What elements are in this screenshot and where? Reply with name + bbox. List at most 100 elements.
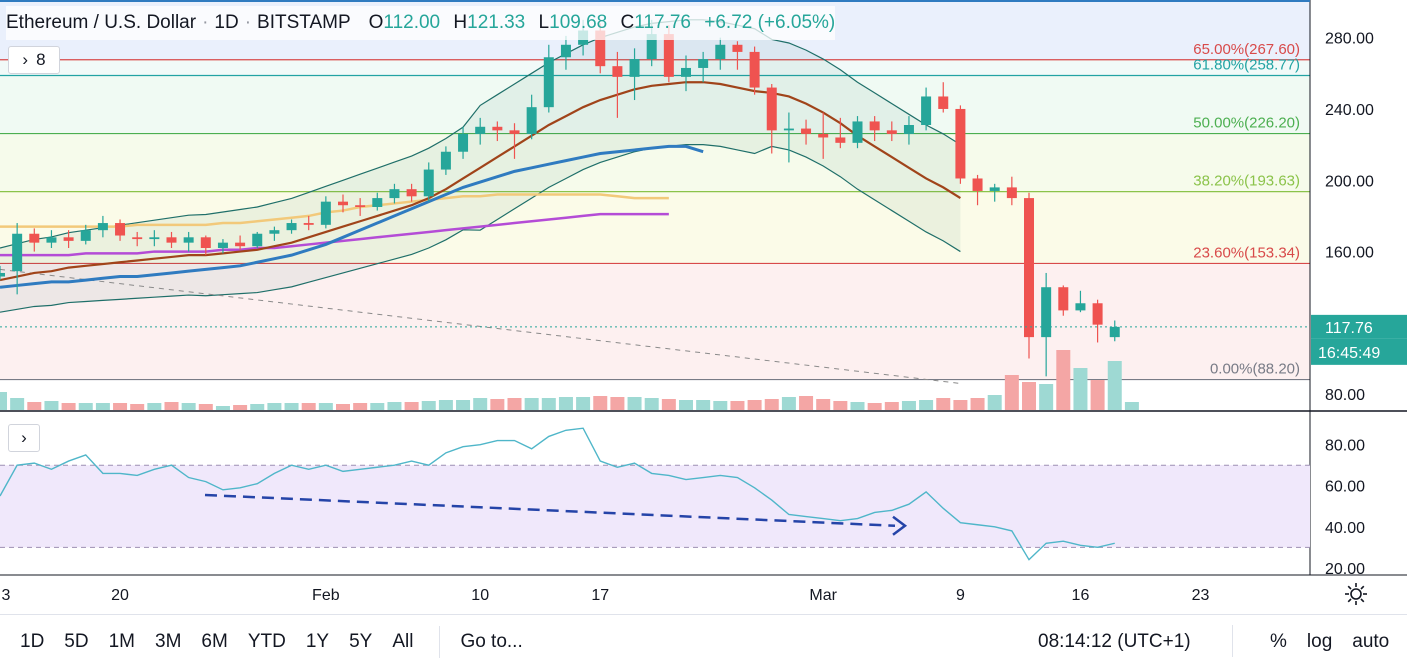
fib-level-label: 65.00%(267.60) — [1193, 41, 1300, 58]
volume-bar — [164, 402, 179, 410]
time-tick-label: 3 — [2, 587, 11, 604]
rsi-tick-label: 20.00 — [1325, 561, 1365, 578]
volume-bar — [198, 404, 213, 410]
candle — [1058, 285, 1069, 316]
candle-body — [869, 121, 880, 131]
settings-gear-icon[interactable] — [1344, 582, 1368, 606]
time-tick-label: 16 — [1072, 587, 1090, 604]
time-tick-label: 9 — [956, 587, 965, 604]
candle — [989, 183, 1000, 202]
interval[interactable]: 1D — [214, 12, 239, 33]
fib-level-label: 23.60%(153.34) — [1193, 244, 1300, 261]
candle-body — [921, 96, 932, 125]
candle — [801, 119, 812, 145]
go-to-button[interactable]: Go to... — [460, 630, 523, 652]
range-1m[interactable]: 1M — [108, 630, 135, 652]
volume-bar — [593, 396, 608, 410]
candle-body — [12, 233, 23, 272]
time-tick-label: Feb — [312, 587, 340, 604]
candle — [320, 196, 331, 229]
volume-bar — [1124, 402, 1139, 410]
volume-bar — [627, 397, 642, 410]
range-1d[interactable]: 1D — [20, 630, 45, 652]
candle-body — [97, 223, 108, 231]
candle — [115, 219, 126, 241]
clock-timezone[interactable]: 08:14:12 (UTC+1) — [1038, 630, 1191, 652]
volume-bar — [919, 400, 934, 410]
range-5y[interactable]: 5Y — [349, 630, 373, 652]
price-tick-label: 200.00 — [1325, 173, 1374, 190]
candle — [903, 116, 914, 145]
log-scale-button[interactable]: log — [1306, 630, 1333, 652]
volume-bar — [661, 399, 676, 410]
candle-body — [629, 59, 640, 77]
candle-body — [835, 137, 846, 143]
range-ytd[interactable]: YTD — [247, 630, 286, 652]
candle-body — [1092, 303, 1103, 325]
candle-body — [406, 189, 417, 197]
price-tick-label: 280.00 — [1325, 31, 1374, 48]
volume-bar — [833, 401, 848, 410]
indicators-toggle-button[interactable]: › 8 — [8, 46, 60, 74]
candle — [955, 105, 966, 184]
candle — [303, 215, 314, 231]
volume-bar — [1090, 380, 1105, 410]
volume-bar — [404, 402, 419, 410]
candle — [560, 35, 571, 70]
volume-bar — [747, 400, 762, 410]
candle — [886, 121, 897, 142]
ma-orange — [0, 193, 669, 228]
low-label: L — [538, 12, 550, 33]
fib-level-label: 61.80%(258.77) — [1193, 56, 1300, 73]
candle-body — [269, 230, 280, 234]
candle — [286, 219, 297, 234]
candle — [972, 174, 983, 206]
candle — [12, 223, 23, 295]
bollinger-upper — [0, 19, 961, 249]
candle — [440, 146, 451, 175]
time-tick-label: Mar — [809, 587, 837, 604]
rsi-tick-label: 40.00 — [1325, 520, 1365, 537]
price-tick-label: 80.00 — [1325, 387, 1365, 404]
candle-body — [200, 237, 211, 248]
close-label: C — [620, 12, 635, 33]
candle-body — [852, 121, 863, 143]
volume-bar — [850, 402, 865, 410]
volume-bar — [456, 400, 471, 410]
range-1y[interactable]: 1Y — [305, 630, 330, 652]
volume-bar — [953, 400, 968, 410]
range-5d[interactable]: 5D — [64, 630, 89, 652]
volume-bar — [44, 401, 59, 410]
symbol-name[interactable]: Ethereum / U.S. Dollar — [6, 12, 197, 33]
volume-bar — [181, 403, 196, 410]
percent-scale-button[interactable]: % — [1270, 630, 1287, 652]
volume-bar — [936, 398, 951, 410]
candle — [269, 226, 280, 241]
candle — [869, 116, 880, 142]
fib-zone — [0, 133, 1310, 192]
volume-bar — [816, 399, 831, 410]
candle-body — [903, 125, 914, 134]
candle-body — [801, 128, 812, 134]
candle-body — [526, 107, 537, 134]
change-value: +6.72 (+6.05%) — [704, 12, 836, 33]
price-tick-label: 160.00 — [1325, 245, 1374, 262]
volume-bar — [61, 403, 76, 410]
volume-bar — [541, 398, 556, 410]
rsi-legend-toggle-button[interactable]: › — [8, 424, 40, 452]
volume-bar — [1107, 361, 1122, 410]
fib-zone — [0, 263, 1310, 380]
close-value: 117.76 — [634, 12, 691, 33]
volume-bar — [387, 402, 402, 410]
candle — [698, 51, 709, 83]
range-6m[interactable]: 6M — [201, 630, 228, 652]
volume-bar — [730, 401, 745, 410]
chevron-right-icon: › — [22, 50, 29, 69]
range-3m[interactable]: 3M — [155, 630, 182, 652]
candle-body — [646, 34, 657, 60]
range-all[interactable]: All — [392, 630, 414, 652]
indicator-count: 8 — [36, 50, 46, 69]
auto-scale-button[interactable]: auto — [1352, 630, 1390, 652]
candle — [835, 117, 846, 149]
